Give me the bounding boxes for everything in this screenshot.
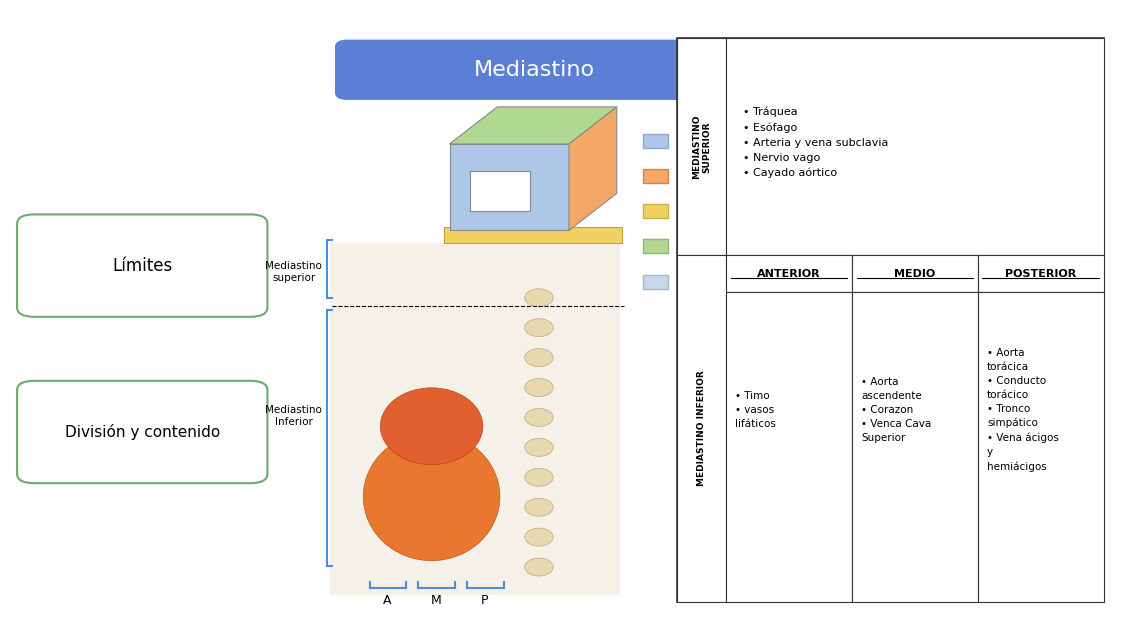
Polygon shape xyxy=(569,107,617,230)
FancyBboxPatch shape xyxy=(336,40,734,99)
Bar xyxy=(643,275,668,289)
Text: Limite anterior → Cara posterior del esternón: Limite anterior → Cara posterior del est… xyxy=(682,134,949,147)
Ellipse shape xyxy=(525,408,553,426)
Bar xyxy=(330,243,620,595)
Text: MEDIASTINO
SUPERIOR: MEDIASTINO SUPERIOR xyxy=(692,115,711,179)
Text: Límites: Límites xyxy=(113,257,172,275)
Ellipse shape xyxy=(525,378,553,396)
Ellipse shape xyxy=(363,433,500,561)
Bar xyxy=(726,255,852,292)
Text: • Aorta
ascendente
• Corazon
• Venca Cava
Superior: • Aorta ascendente • Corazon • Venca Cav… xyxy=(861,377,931,443)
Text: • Tráquea
• Esófago
• Arteria y vena subclavia
• Nervio vago
• Cayado aórtico: • Tráquea • Esófago • Arteria y vena sub… xyxy=(743,107,889,178)
Text: POSTERIOR: POSTERIOR xyxy=(1005,269,1077,279)
Polygon shape xyxy=(450,107,617,144)
Ellipse shape xyxy=(525,498,553,516)
Bar xyxy=(643,204,668,218)
Bar xyxy=(726,38,1104,255)
Text: Mediastino
Inferior: Mediastino Inferior xyxy=(265,405,322,427)
Text: • Aorta
torácica
• Conducto
torácico
• Tronco
simpático
• Vena ácigos
y
hemiácig: • Aorta torácica • Conducto torácico • T… xyxy=(987,348,1058,472)
Bar xyxy=(643,169,668,183)
Ellipse shape xyxy=(525,349,553,367)
Text: • Timo
• vasos
lifáticos: • Timo • vasos lifáticos xyxy=(735,391,776,429)
Ellipse shape xyxy=(525,528,553,546)
Text: Limite posterior → Cuerpo vertebral: Limite posterior → Cuerpo vertebral xyxy=(682,170,893,182)
Ellipse shape xyxy=(525,319,553,337)
Text: M: M xyxy=(430,594,442,607)
Text: MEDIASTINO INFERIOR: MEDIASTINO INFERIOR xyxy=(698,371,706,486)
Ellipse shape xyxy=(525,558,553,576)
Bar xyxy=(677,38,1104,602)
Bar xyxy=(643,134,668,148)
Polygon shape xyxy=(444,227,622,243)
Ellipse shape xyxy=(525,468,553,486)
Bar xyxy=(470,172,530,211)
Bar xyxy=(726,292,852,602)
Text: División y contenido: División y contenido xyxy=(65,424,220,440)
Ellipse shape xyxy=(525,289,553,307)
FancyBboxPatch shape xyxy=(17,381,267,483)
Text: Mediastino: Mediastino xyxy=(475,60,595,80)
Bar xyxy=(852,292,978,602)
Bar xyxy=(643,239,668,253)
Text: Limite superior → Agujero torácico superior: Limite superior → Agujero torácico super… xyxy=(682,240,938,253)
Bar xyxy=(677,255,726,602)
Ellipse shape xyxy=(380,388,483,465)
Bar xyxy=(852,255,978,292)
Text: Limite laterales → Pleura: Limite laterales → Pleura xyxy=(682,205,828,218)
Bar xyxy=(978,292,1104,602)
Text: MEDIO: MEDIO xyxy=(894,269,935,279)
Bar xyxy=(978,255,1104,292)
Bar xyxy=(677,38,726,255)
Text: P: P xyxy=(481,594,488,607)
Ellipse shape xyxy=(525,438,553,456)
FancyBboxPatch shape xyxy=(17,214,267,317)
Polygon shape xyxy=(450,144,569,230)
Text: ANTERIOR: ANTERIOR xyxy=(757,269,820,279)
Text: Limite inferior → Porción mediastinica del diafragma: Limite inferior → Porción mediastinica d… xyxy=(682,275,991,288)
Text: A: A xyxy=(382,594,391,607)
Text: Mediastino
superior: Mediastino superior xyxy=(265,261,322,283)
